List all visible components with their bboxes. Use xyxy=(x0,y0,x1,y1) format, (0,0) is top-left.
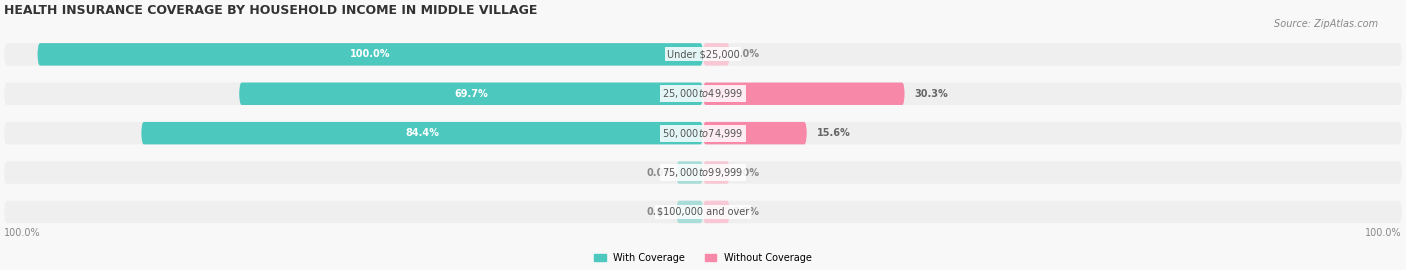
Text: Under $25,000: Under $25,000 xyxy=(666,49,740,59)
Text: 84.4%: 84.4% xyxy=(405,128,439,138)
FancyBboxPatch shape xyxy=(703,161,730,184)
FancyBboxPatch shape xyxy=(38,43,703,66)
Text: 0.0%: 0.0% xyxy=(645,207,673,217)
Text: 0.0%: 0.0% xyxy=(733,207,761,217)
Text: 0.0%: 0.0% xyxy=(733,168,761,178)
FancyBboxPatch shape xyxy=(141,122,703,144)
Text: 100.0%: 100.0% xyxy=(350,49,391,59)
FancyBboxPatch shape xyxy=(703,122,807,144)
Text: $50,000 to $74,999: $50,000 to $74,999 xyxy=(662,127,744,140)
FancyBboxPatch shape xyxy=(703,201,730,223)
Text: 30.3%: 30.3% xyxy=(915,89,949,99)
FancyBboxPatch shape xyxy=(676,161,703,184)
FancyBboxPatch shape xyxy=(4,43,1402,66)
FancyBboxPatch shape xyxy=(676,201,703,223)
Text: 100.0%: 100.0% xyxy=(4,228,41,238)
Text: $25,000 to $49,999: $25,000 to $49,999 xyxy=(662,87,744,100)
FancyBboxPatch shape xyxy=(239,83,703,105)
Text: Source: ZipAtlas.com: Source: ZipAtlas.com xyxy=(1274,19,1378,29)
Text: 0.0%: 0.0% xyxy=(733,49,761,59)
Text: 0.0%: 0.0% xyxy=(645,168,673,178)
Text: $100,000 and over: $100,000 and over xyxy=(657,207,749,217)
Text: HEALTH INSURANCE COVERAGE BY HOUSEHOLD INCOME IN MIDDLE VILLAGE: HEALTH INSURANCE COVERAGE BY HOUSEHOLD I… xyxy=(4,4,537,17)
FancyBboxPatch shape xyxy=(4,161,1402,184)
FancyBboxPatch shape xyxy=(703,43,730,66)
FancyBboxPatch shape xyxy=(703,83,904,105)
Text: 69.7%: 69.7% xyxy=(454,89,488,99)
FancyBboxPatch shape xyxy=(4,122,1402,144)
Text: 100.0%: 100.0% xyxy=(1365,228,1402,238)
FancyBboxPatch shape xyxy=(4,83,1402,105)
Text: 15.6%: 15.6% xyxy=(817,128,851,138)
Text: $75,000 to $99,999: $75,000 to $99,999 xyxy=(662,166,744,179)
Legend: With Coverage, Without Coverage: With Coverage, Without Coverage xyxy=(591,249,815,266)
FancyBboxPatch shape xyxy=(4,201,1402,223)
